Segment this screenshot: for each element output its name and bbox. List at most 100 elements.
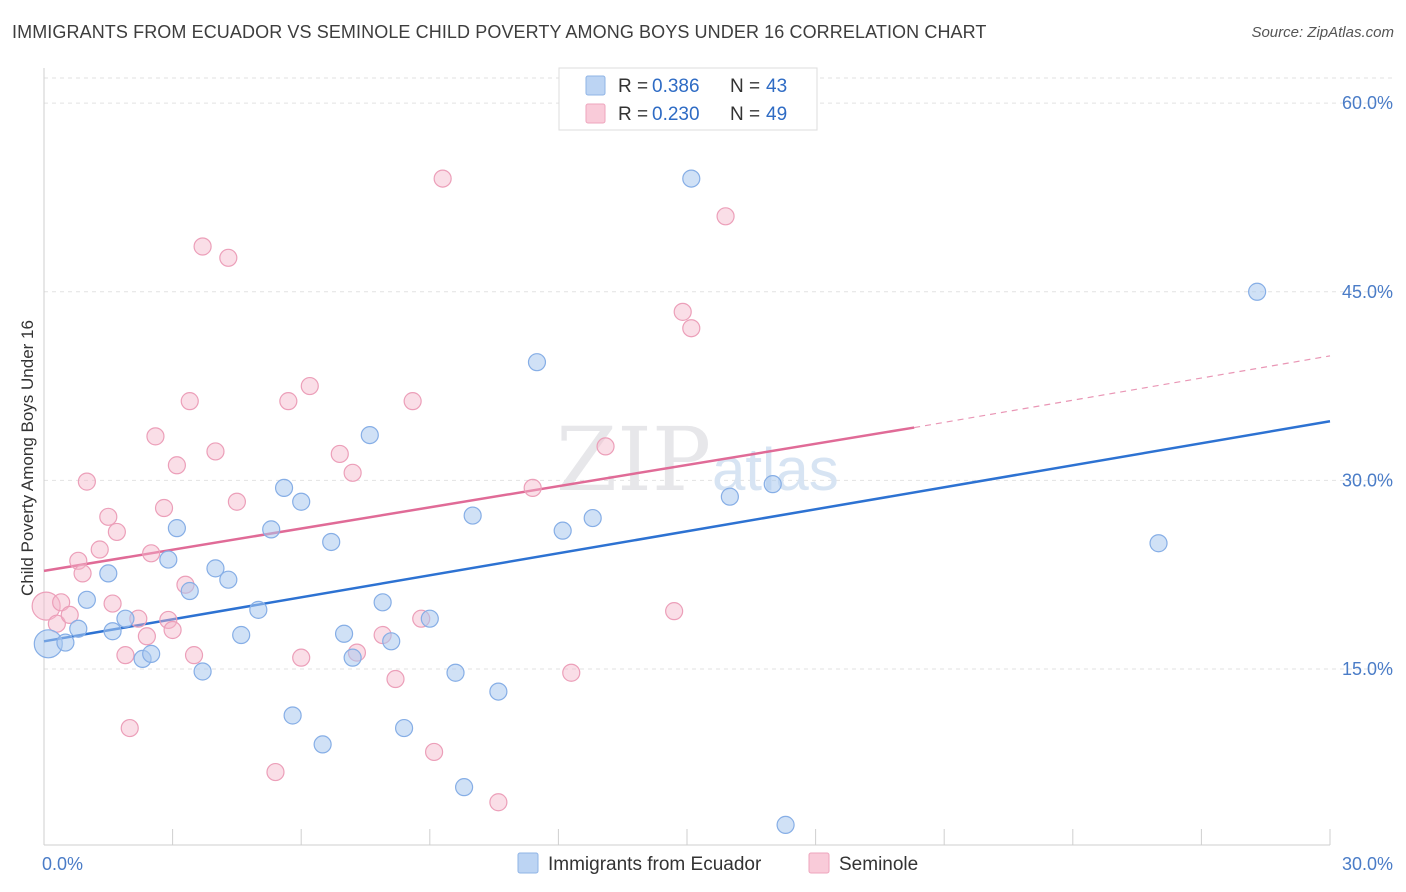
bottom-legend-ecuador: Immigrants from Ecuador bbox=[548, 854, 762, 875]
source-label: Source: ZipAtlas.com bbox=[1251, 24, 1394, 41]
point-seminole-23 bbox=[184, 646, 204, 665]
point-seminole-37 bbox=[403, 392, 422, 411]
bottom-legend-swatch-ecuador bbox=[517, 852, 539, 874]
point-seminole-43 bbox=[562, 663, 581, 682]
point-ecuador-23 bbox=[334, 624, 354, 643]
point-seminole-33 bbox=[343, 463, 362, 482]
point-seminole-44 bbox=[596, 437, 615, 456]
point-ecuador-24 bbox=[343, 648, 362, 667]
x-tick-label-0: 0.0% bbox=[42, 854, 83, 874]
point-ecuador-19 bbox=[283, 706, 302, 725]
point-seminole-29 bbox=[279, 392, 298, 411]
point-ecuador-36 bbox=[583, 508, 602, 528]
point-seminole-11 bbox=[116, 646, 135, 665]
point-seminole-22 bbox=[180, 392, 199, 411]
trend-line-seminole bbox=[43, 426, 915, 573]
legend-swatch-ecuador bbox=[585, 75, 606, 96]
y-tick-labels: 15.0% 30.0% 45.0% 60.0% bbox=[1342, 93, 1393, 679]
point-ecuador-8 bbox=[142, 644, 161, 663]
point-seminole-15 bbox=[142, 544, 161, 563]
legend-n-value-1: 49 bbox=[766, 104, 787, 125]
point-seminole-6 bbox=[77, 472, 96, 491]
point-ecuador-25 bbox=[360, 425, 379, 445]
point-seminole-9 bbox=[103, 594, 122, 613]
point-ecuador-27 bbox=[382, 632, 401, 651]
bottom-legend: Immigrants from Ecuador Seminole bbox=[517, 852, 918, 875]
grid-lines bbox=[44, 77, 1392, 670]
point-ecuador-34 bbox=[527, 353, 547, 372]
point-ecuador-17 bbox=[262, 520, 281, 539]
point-seminole-25 bbox=[206, 442, 225, 461]
point-seminole-5 bbox=[73, 564, 92, 583]
point-ecuador-33 bbox=[489, 682, 508, 701]
point-ecuador-3 bbox=[77, 590, 96, 609]
legend-r-label-1: R = bbox=[618, 104, 648, 125]
point-ecuador-12 bbox=[193, 662, 212, 681]
point-ecuador-1 bbox=[56, 633, 75, 652]
legend-n-label-0: N = bbox=[730, 76, 760, 97]
legend-swatch-seminole bbox=[585, 103, 606, 124]
point-ecuador-39 bbox=[763, 475, 782, 494]
chart-title: IMMIGRANTS FROM ECUADOR VS SEMINOLE CHIL… bbox=[12, 22, 987, 42]
point-seminole-3 bbox=[60, 605, 79, 625]
point-seminole-27 bbox=[227, 492, 246, 511]
point-seminole-16 bbox=[146, 427, 165, 446]
bottom-legend-swatch-seminole bbox=[808, 852, 830, 874]
point-seminole-40 bbox=[433, 169, 452, 188]
point-seminole-2 bbox=[52, 593, 71, 612]
point-ecuador-40 bbox=[776, 815, 795, 834]
point-seminole-45 bbox=[665, 602, 684, 621]
point-ecuador-15 bbox=[232, 625, 251, 645]
point-seminole-14 bbox=[137, 627, 156, 646]
point-ecuador-13 bbox=[206, 559, 225, 578]
point-ecuador-38 bbox=[720, 487, 739, 506]
point-ecuador-9 bbox=[159, 550, 178, 569]
data-points bbox=[31, 169, 1267, 834]
point-ecuador-16 bbox=[249, 600, 268, 619]
point-seminole-8 bbox=[99, 507, 118, 526]
y-tick-label-0: 15.0% bbox=[1342, 659, 1393, 679]
point-seminole-19 bbox=[163, 620, 182, 640]
point-seminole-30 bbox=[292, 648, 311, 667]
point-ecuador-4 bbox=[99, 564, 118, 583]
axes bbox=[43, 68, 1331, 846]
point-ecuador-37 bbox=[682, 169, 701, 188]
point-ecuador-21 bbox=[313, 735, 332, 754]
legend: R = 0.386 N = 43 R = 0.230 N = 49 bbox=[558, 67, 818, 131]
point-seminole-31 bbox=[300, 376, 319, 396]
point-seminole-24 bbox=[193, 237, 212, 256]
point-ecuador-26 bbox=[373, 593, 392, 612]
point-ecuador-2 bbox=[69, 619, 88, 638]
point-ecuador-22 bbox=[322, 532, 341, 552]
watermark-zip: ZIP bbox=[556, 408, 711, 511]
point-ecuador-6 bbox=[116, 609, 135, 628]
point-seminole-20 bbox=[167, 456, 186, 475]
legend-r-label-0: R = bbox=[618, 76, 648, 97]
point-ecuador-10 bbox=[167, 519, 186, 538]
point-ecuador-35 bbox=[553, 521, 572, 540]
point-ecuador-11 bbox=[180, 581, 199, 601]
point-seminole-12 bbox=[120, 718, 139, 738]
trend-line-seminole-extension bbox=[914, 355, 1331, 429]
point-ecuador-5 bbox=[103, 622, 122, 641]
point-ecuador-41 bbox=[1149, 534, 1168, 553]
point-seminole-7 bbox=[90, 540, 109, 559]
legend-r-value-1: 0.230 bbox=[652, 104, 700, 125]
x-tick-label-1: 30.0% bbox=[1342, 854, 1393, 874]
legend-n-label-1: N = bbox=[730, 104, 760, 125]
point-ecuador-28 bbox=[394, 718, 414, 738]
legend-r-value-0: 0.386 bbox=[652, 76, 700, 97]
bottom-legend-seminole: Seminole bbox=[839, 854, 918, 875]
point-seminole-10 bbox=[107, 522, 126, 542]
point-seminole-17 bbox=[154, 498, 174, 518]
point-ecuador-18 bbox=[274, 478, 294, 498]
point-ecuador-30 bbox=[446, 663, 465, 682]
point-seminole-48 bbox=[716, 207, 735, 226]
point-seminole-47 bbox=[682, 319, 701, 338]
point-ecuador-14 bbox=[219, 570, 238, 589]
y-axis-label: Child Poverty Among Boys Under 16 bbox=[18, 320, 37, 596]
legend-n-value-0: 43 bbox=[766, 76, 787, 97]
point-seminole-39 bbox=[424, 742, 444, 762]
point-seminole-28 bbox=[266, 762, 285, 782]
